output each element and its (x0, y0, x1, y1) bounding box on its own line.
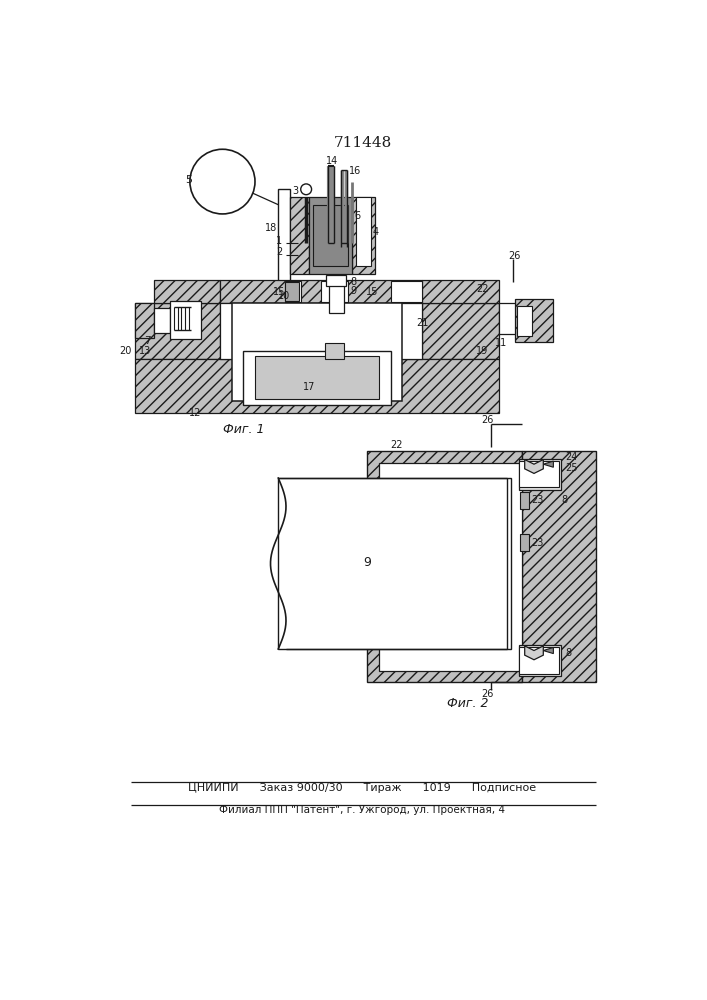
Bar (279, 189, 290, 282)
Text: 19: 19 (476, 346, 488, 356)
Polygon shape (543, 647, 554, 654)
Bar (352, 197, 375, 274)
Text: 3: 3 (292, 186, 298, 196)
Bar (285, 281, 300, 302)
Text: 711448: 711448 (334, 136, 392, 150)
Text: 22: 22 (391, 440, 403, 450)
Text: 2: 2 (276, 247, 282, 257)
Polygon shape (543, 461, 554, 467)
Text: 23: 23 (532, 538, 544, 548)
Polygon shape (525, 646, 543, 660)
Bar (499, 303, 515, 334)
Text: 6: 6 (354, 211, 361, 221)
Bar (290, 197, 309, 274)
Bar (368, 451, 522, 682)
Text: 12: 12 (189, 408, 201, 418)
Bar (518, 461, 559, 487)
Bar (379, 463, 522, 671)
Polygon shape (525, 460, 543, 473)
Bar (309, 197, 352, 274)
Bar (327, 275, 346, 286)
Text: Фиг. 2: Фиг. 2 (448, 697, 489, 710)
Bar (170, 301, 201, 339)
Text: 8: 8 (565, 648, 571, 658)
Bar (220, 280, 421, 303)
Bar (517, 306, 532, 336)
Text: 17: 17 (303, 382, 315, 392)
Text: 26: 26 (481, 415, 493, 425)
Text: 21: 21 (416, 318, 428, 328)
Bar (154, 280, 220, 303)
Bar (518, 459, 561, 490)
Bar (518, 645, 561, 676)
Bar (518, 647, 559, 674)
Bar (515, 299, 554, 342)
Text: 13: 13 (139, 346, 151, 356)
Bar (325, 343, 344, 359)
Bar (520, 534, 530, 551)
Text: 15: 15 (273, 287, 285, 297)
Text: 15: 15 (366, 287, 378, 297)
Text: 20: 20 (119, 346, 132, 356)
Text: 10: 10 (279, 291, 291, 301)
Text: 8: 8 (351, 277, 356, 287)
Bar (421, 280, 499, 303)
Text: 11: 11 (494, 338, 507, 348)
Text: 9: 9 (363, 556, 371, 569)
Text: 24: 24 (565, 452, 578, 462)
Text: 18: 18 (265, 223, 277, 233)
Bar (329, 278, 344, 312)
Bar (421, 303, 499, 359)
Bar (285, 282, 299, 301)
Bar (135, 303, 220, 359)
Text: 25: 25 (565, 463, 578, 473)
Bar (243, 351, 391, 405)
Text: 26: 26 (481, 689, 493, 699)
Bar (313, 205, 348, 266)
Text: Филиал ППП "Патент", г. Ужгород, ул. Проектная, 4: Филиал ППП "Патент", г. Ужгород, ул. Про… (219, 805, 505, 815)
Text: 22: 22 (476, 284, 489, 294)
Text: 14: 14 (327, 156, 339, 166)
Text: ЦНИИПИ      Заказ 9000/30      Тираж      1019      Подписное: ЦНИИПИ Заказ 9000/30 Тираж 1019 Подписно… (188, 783, 536, 793)
Text: 23: 23 (532, 495, 544, 505)
Bar (220, 303, 421, 359)
Text: 4: 4 (373, 227, 379, 237)
Text: 16: 16 (349, 166, 361, 176)
Bar (232, 303, 402, 401)
Text: 1: 1 (276, 236, 282, 246)
Bar (135, 303, 154, 338)
Bar (255, 356, 379, 399)
Text: Фиг. 1: Фиг. 1 (223, 423, 264, 436)
Text: 8: 8 (561, 495, 567, 505)
Bar (522, 451, 596, 682)
Text: 26: 26 (508, 251, 521, 261)
Bar (391, 281, 421, 302)
Text: 7: 7 (144, 336, 151, 346)
Text: 9: 9 (351, 286, 356, 296)
Bar (154, 308, 170, 333)
Bar (520, 492, 530, 509)
Bar (279, 478, 510, 649)
Text: 5: 5 (185, 175, 192, 185)
Bar (356, 197, 371, 266)
Bar (321, 281, 348, 302)
Bar (135, 359, 499, 413)
